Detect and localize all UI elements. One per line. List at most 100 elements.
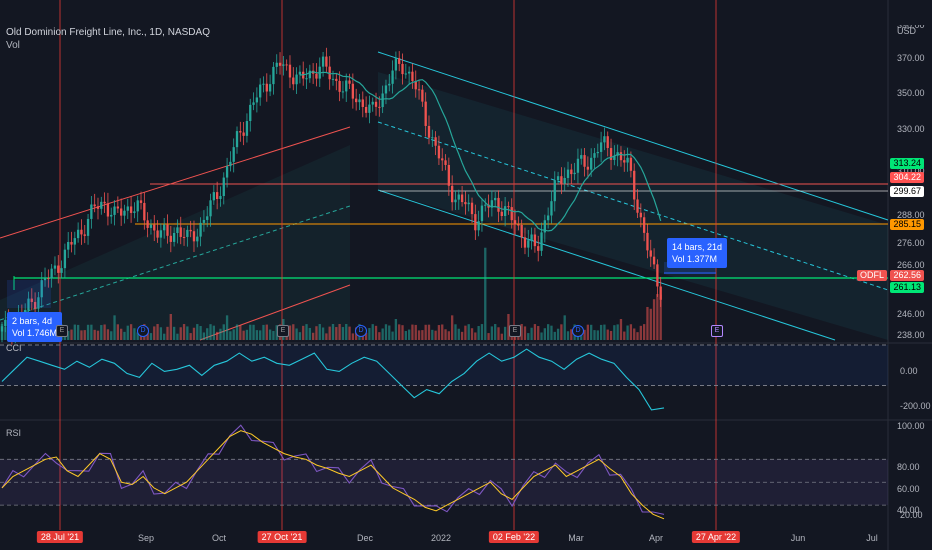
symbol-title[interactable]: Old Dominion Freight Line, Inc., 1D, NAS… [6,27,210,38]
rsi-pane-label[interactable]: RSI [6,428,22,438]
volume-bar [451,315,454,340]
volume-bar [252,324,255,340]
volume-bar [189,333,192,340]
candle-body [652,256,656,265]
volume-bar [298,332,302,340]
volume-bar [447,331,451,340]
volume-bar [599,324,603,340]
candle-body [520,224,523,238]
candle-body [196,236,199,242]
volume-bar [384,324,388,340]
rsi-tick: 40.00 [897,505,920,515]
candle-body [609,148,613,160]
volume-bar [474,332,477,340]
volume-bar [368,327,371,340]
candle-body [417,89,421,91]
candle-body [282,64,285,66]
dividend-marker[interactable]: D [137,325,149,337]
tooltip-bars: 2 bars, 4d [12,316,53,326]
candle-body [265,83,268,92]
volume-bar [487,333,490,340]
candle-body [166,224,169,236]
price-label-green: 313.24 [890,158,924,169]
candle-body [404,73,407,75]
volume-bar [321,327,325,340]
candle-body [83,234,86,236]
volume-bar [590,324,593,340]
candle-body [33,301,37,309]
chart-header: Old Dominion Freight Line, Inc., 1D, NAS… [6,26,210,52]
earnings-marker[interactable]: E [509,325,521,337]
candle-body [599,142,603,152]
volume-bar [149,333,153,340]
volume-bar [163,333,166,340]
candle-body [143,202,146,221]
volume-bar [503,326,507,340]
candle-body [460,194,464,203]
volume-bar [407,329,411,340]
volume-bar [414,324,417,340]
candle-body [335,78,338,81]
candle-body [636,199,639,213]
candle-body [30,298,33,302]
dividend-marker[interactable]: D [572,325,584,337]
candle-body [70,241,73,245]
last-price-label: 262.56 [890,270,924,281]
range-tooltip-left: 2 bars, 4d Vol 1.746M [7,312,63,342]
currency-label[interactable]: USD [897,26,917,36]
candle-body [172,232,176,242]
volume-bar [338,323,341,340]
candle-body [467,202,470,205]
candle-body [563,177,566,184]
earnings-marker-upcoming[interactable]: E [711,325,723,337]
candle-body [474,214,477,231]
candle-body [232,147,235,162]
candle-body [590,157,593,170]
earnings-marker[interactable]: E [56,325,68,337]
volume-bar [106,329,110,340]
earnings-marker[interactable]: E [277,325,289,337]
cci-band [0,345,888,386]
volume-bar [192,327,196,340]
vertical-line-date[interactable]: 02 Feb '22 [488,531,540,543]
volume-bar [0,324,4,340]
time-label: Jul [866,533,878,543]
volume-bar [73,324,76,340]
candle-body [454,199,457,203]
candle-body [139,200,143,203]
dividend-marker[interactable]: D [355,325,367,337]
candle-body [447,164,451,186]
time-label: Oct [211,533,227,543]
volume-bar [179,327,182,340]
candle-body [401,63,404,75]
candle-body [133,211,136,213]
vertical-line-date[interactable]: 28 Jul '21 [36,531,84,543]
volume-bar [411,324,414,340]
volume-bar [153,326,156,340]
time-label: 2022 [430,533,452,543]
candle-body [437,145,441,159]
candle-body [275,62,278,67]
candle-body [546,215,550,221]
cci-pane-label[interactable]: CCI [6,343,22,353]
candle-body [570,169,573,175]
volume-bar [186,326,189,340]
candle-body [537,246,540,251]
candle-body [384,85,388,94]
candle-body [47,278,50,280]
uptrend-lower-line [199,284,351,341]
candle-body [106,203,110,217]
candle-body [73,238,76,245]
candle-body [656,264,659,287]
volume-bar [120,328,123,340]
volume-bar [609,330,613,340]
volume-indicator-label[interactable]: Vol [6,40,20,51]
rsi-ma-line [1,430,665,520]
candle-body [169,235,172,242]
vertical-line-date[interactable]: 27 Oct '21 [257,531,307,543]
rsi-tick: 20.00 [900,510,923,520]
candle-body [176,227,179,233]
vertical-line-date[interactable]: 27 Apr '22 [691,531,741,543]
volume-bar [232,329,235,340]
